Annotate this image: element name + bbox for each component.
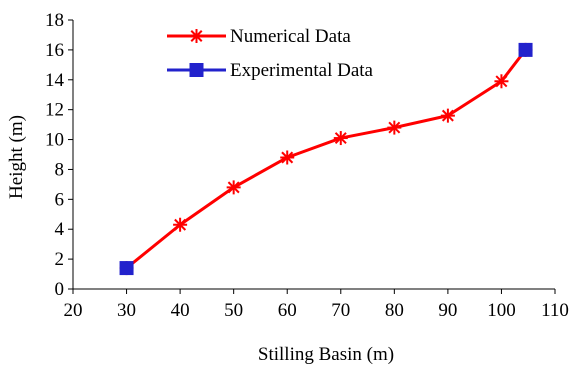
y-tick-label: 14 (45, 70, 65, 91)
x-tick-label: 110 (541, 300, 569, 321)
numerical-data-point (173, 217, 188, 232)
numerical-data-point (226, 180, 241, 195)
y-tick-label: 2 (55, 249, 65, 270)
legend-experimental-label: Experimental Data (230, 60, 374, 81)
x-tick-label: 60 (278, 300, 297, 321)
chart-series (119, 42, 533, 276)
y-tick-label: 4 (55, 219, 65, 240)
experimental-data-point (518, 42, 533, 57)
x-tick-label: 90 (438, 300, 457, 321)
x-tick-label: 30 (117, 300, 136, 321)
x-tick-label: 100 (487, 300, 516, 321)
y-tick-label: 12 (45, 100, 64, 121)
x-tick-label: 80 (385, 300, 404, 321)
x-tick-label: 50 (224, 300, 243, 321)
experimental-data-point (119, 261, 134, 276)
y-tick-label: 8 (55, 159, 65, 180)
x-tick-label: 40 (171, 300, 190, 321)
chart-axes (68, 19, 556, 294)
numerical-data-point (333, 131, 348, 146)
x-axis-title: Stilling Basin (m) (258, 344, 394, 365)
numerical-data-point (280, 150, 295, 165)
legend-numerical-label: Numerical Data (230, 26, 351, 47)
tick-labels: 20 30 40 50 60 70 80 90 100 110 0 2 4 6 8 10 12 14 16 18 (45, 10, 569, 321)
y-tick-label: 0 (55, 279, 65, 300)
y-tick-label: 6 (55, 189, 65, 210)
chart-legend: Numerical Data Experimental Data (167, 26, 374, 81)
numerical-data-point (440, 108, 455, 123)
y-tick-label: 16 (45, 40, 64, 61)
y-axis-title: Height (m) (6, 115, 27, 199)
y-tick-label: 10 (45, 130, 64, 151)
x-tick-label: 20 (64, 300, 83, 321)
numerical-data-line (125, 48, 527, 270)
y-tick-label: 18 (45, 10, 64, 31)
numerical-data-point (387, 120, 402, 135)
legend-numerical-marker (189, 29, 204, 43)
x-tick-label: 70 (331, 300, 350, 321)
numerical-data-point (494, 74, 509, 89)
legend-experimental-marker (189, 63, 204, 77)
